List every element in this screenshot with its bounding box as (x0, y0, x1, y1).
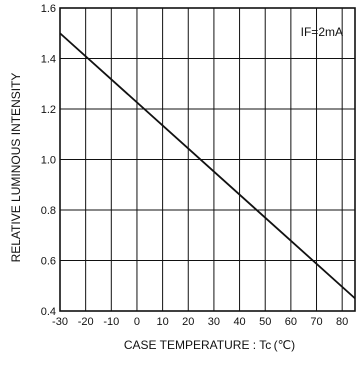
y-tick-label: 0.4 (41, 306, 56, 318)
y-tick-label: 1.6 (41, 3, 56, 15)
x-tick-label: 60 (285, 316, 297, 328)
x-tick-label: 10 (156, 316, 168, 328)
x-tick-label: 50 (259, 316, 271, 328)
y-tick-label: 1.0 (41, 155, 56, 167)
x-tick-label: 20 (182, 316, 194, 328)
y-tick-labels: 0.4 0.6 0.8 1.0 1.2 1.4 1.6 (41, 3, 56, 318)
grid (60, 8, 355, 311)
y-tick-label: 0.8 (41, 205, 56, 217)
x-tick-label: 80 (336, 316, 348, 328)
x-tick-label: 30 (208, 316, 220, 328)
series-line (59, 32, 356, 300)
y-tick-label: 0.6 (41, 256, 56, 268)
plot-frame (59, 7, 356, 312)
x-tick-label: 0 (134, 316, 140, 328)
x-tick-label: 70 (310, 316, 322, 328)
x-axis-title: CASE TEMPERATURE : Tc (℃) (124, 338, 295, 352)
y-tick-label: 1.4 (41, 54, 56, 66)
x-tick-label: -30 (52, 316, 68, 328)
x-tick-label: -20 (78, 316, 94, 328)
condition-annotation: IF=2mA (301, 25, 343, 39)
x-tick-label: 40 (233, 316, 245, 328)
y-axis-title: RELATIVE LUMINOUS INTENSITY (9, 73, 23, 263)
y-tick-label: 1.2 (41, 104, 56, 116)
x-tick-labels: -30 -20 -10 0 10 20 30 40 50 60 70 80 (52, 316, 348, 328)
x-tick-label: -10 (103, 316, 119, 328)
series-layer (59, 32, 356, 300)
